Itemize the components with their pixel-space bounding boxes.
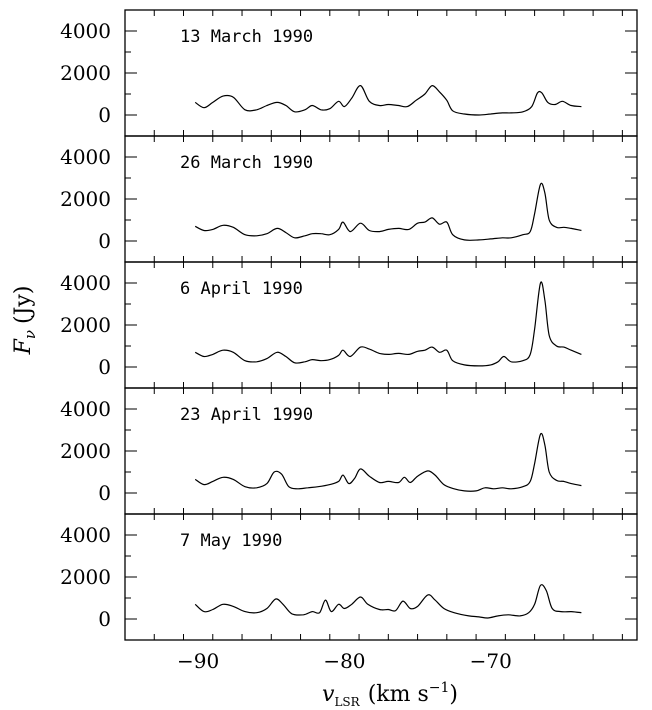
panel-date-label: 13 March 1990 (180, 27, 313, 47)
spectrum-line (194, 432, 582, 492)
y-tick-label: 4000 (60, 397, 111, 421)
y-tick-label: 0 (98, 229, 111, 253)
y-tick-label: 2000 (60, 187, 111, 211)
panel-date-label: 6 April 1990 (180, 279, 303, 299)
panel-1: 0 2000 4000 13 March 1990 (60, 9, 638, 137)
y-tick-label: 0 (98, 355, 111, 379)
y-axis-title-main: F (11, 338, 36, 355)
y-tick-label: 2000 (60, 61, 111, 85)
y-tick-label: 4000 (60, 19, 111, 43)
y-axis-title-unit: (Jy) (11, 286, 36, 324)
x-axis-title-unit-sup: −1 (429, 680, 450, 696)
panel-date-label: 26 March 1990 (180, 153, 313, 173)
panel-4: 0 2000 4000 23 April 1990 (60, 387, 638, 515)
x-axis-title-sub: LSR (334, 695, 360, 709)
y-tick-label: 4000 (60, 523, 111, 547)
y-tick-label: 2000 (60, 439, 111, 463)
y-tick-label: 0 (98, 103, 111, 127)
y-tick-label: 4000 (60, 145, 111, 169)
y-axis-title: Fν (Jy) (11, 286, 39, 356)
panel-date-label: 23 April 1990 (180, 405, 313, 425)
x-axis-title: vLSR (km s−1) (322, 680, 458, 709)
x-tick-label: −90 (177, 649, 219, 673)
spectrum-line (194, 85, 582, 116)
x-tick-label: −80 (323, 649, 365, 673)
spectrum-line (194, 182, 582, 241)
y-tick-label: 0 (98, 607, 111, 631)
panel-2: 0 2000 4000 26 March 1990 (60, 135, 638, 263)
x-axis-title-main: v (322, 682, 335, 707)
panel-date-label: 7 May 1990 (180, 531, 282, 551)
y-axis-title-sub: ν (21, 330, 39, 339)
x-axis-title-unit-post: ) (449, 682, 458, 707)
x-tick-label: −70 (470, 649, 512, 673)
y-tick-label: 2000 (60, 313, 111, 337)
spectrum-line (194, 281, 582, 367)
y-tick-label: 0 (98, 481, 111, 505)
svg-text:Fν(Jy): Fν (Jy) (11, 286, 39, 356)
panels-group: 0 2000 4000 13 March 1990 0 2000 4000 26 March … (60, 9, 638, 673)
y-tick-label: 2000 (60, 565, 111, 589)
spectrum-line (194, 584, 582, 619)
panel-3: 0 2000 4000 6 April 1990 (60, 261, 638, 389)
x-axis-title-unit-pre: (km s (368, 682, 429, 707)
panel-5: 0 2000 4000 7 May 1990 −90 −80 −70 (60, 513, 638, 673)
y-tick-label: 4000 (60, 271, 111, 295)
